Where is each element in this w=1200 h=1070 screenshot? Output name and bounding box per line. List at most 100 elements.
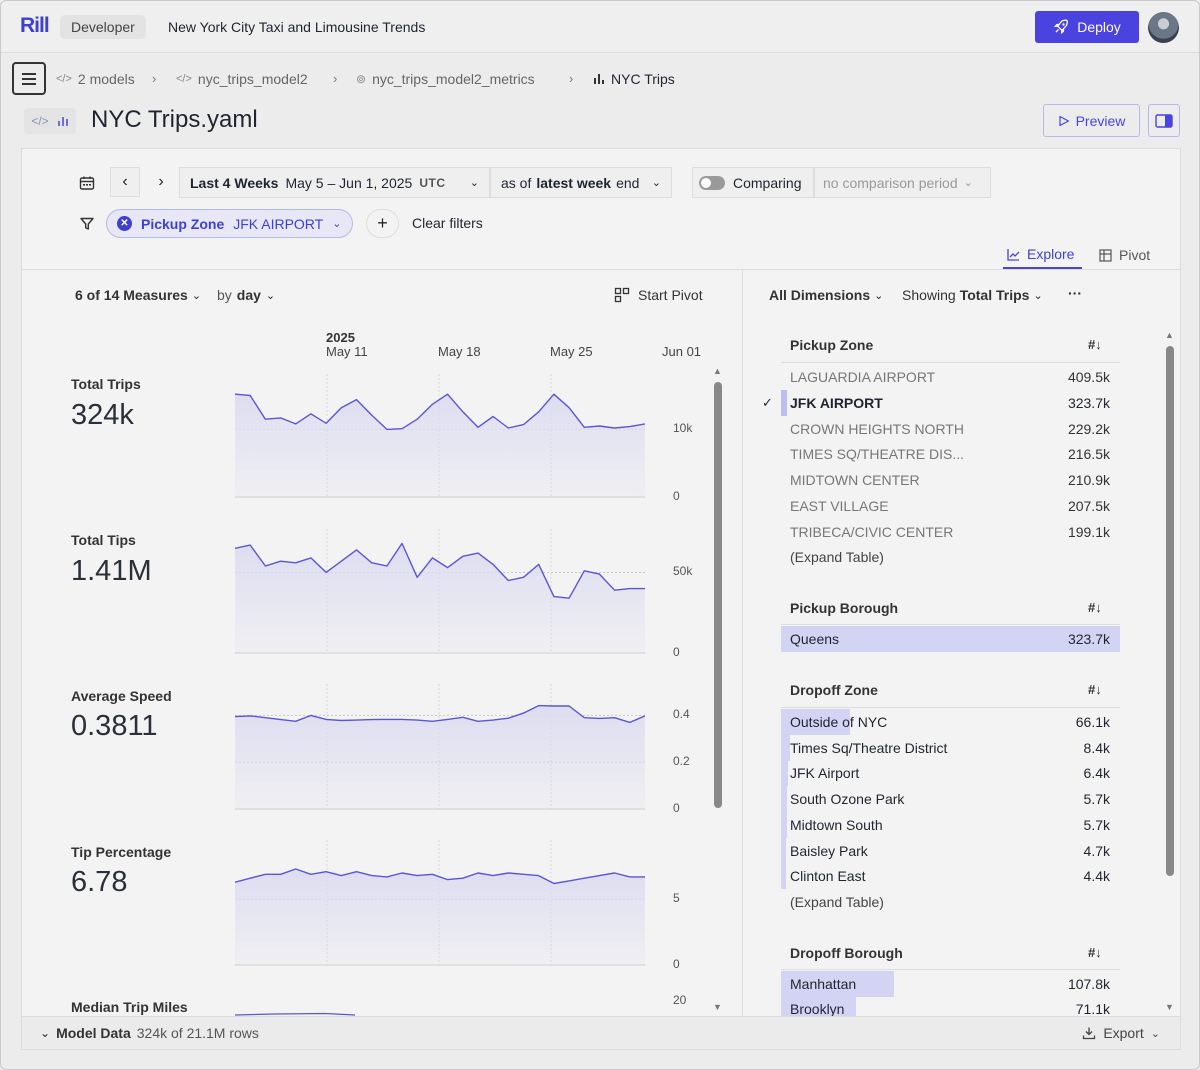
leaderboard-row[interactable]: TRIBECA/CIVIC CENTER 199.1k [781, 519, 1120, 545]
leaderboard-row[interactable]: Midtown South 5.7k [781, 812, 1120, 838]
row-value: 216.5k [1067, 446, 1110, 462]
export-button[interactable]: Export ⌄ [1082, 1025, 1160, 1041]
metric-value-average-speed[interactable]: 0.3811 [71, 710, 158, 742]
time-range-selector[interactable]: Last 4 Weeks May 5 – Jun 1, 2025 UTC ⌄ [179, 167, 490, 198]
pivot-icon [1099, 248, 1112, 262]
breadcrumb-model-label: nyc_trips_model2 [197, 71, 308, 87]
chart-average-speed[interactable] [235, 680, 645, 810]
row-label: Brooklyn [790, 1001, 845, 1016]
chart-tip-percentage[interactable] [235, 836, 645, 966]
expand-table-link[interactable]: (Expand Table) [781, 544, 1120, 570]
scroll-down-icon[interactable]: ▼ [1165, 1002, 1174, 1012]
scroll-up-icon[interactable]: ▲ [1165, 330, 1174, 340]
clear-filters-button[interactable]: Clear filters [412, 215, 483, 231]
comparison-period-selector[interactable]: no comparison period ⌄ [814, 167, 991, 198]
rill-logo[interactable]: Rill [20, 14, 50, 37]
chart-view-icon[interactable] [57, 115, 69, 127]
row-label: Outside of NYC [790, 714, 888, 730]
row-label: South Ozone Park [790, 791, 905, 807]
model-data-toggle[interactable]: ⌄ Model Data 324k of 21.1M rows [40, 1025, 259, 1041]
expand-label: (Expand Table) [790, 894, 884, 910]
code-view-icon[interactable]: </> [31, 114, 49, 128]
tab-pivot[interactable]: Pivot [1099, 241, 1150, 269]
metric-value-total-tips[interactable]: 1.41M [71, 555, 152, 587]
leaderboard-title-dropoff-zone[interactable]: Dropoff Zone [790, 682, 878, 698]
more-options-icon[interactable]: ··· [1068, 285, 1082, 301]
add-filter-button[interactable]: + [366, 209, 399, 238]
toggle-switch[interactable] [699, 175, 725, 190]
project-title[interactable]: New York City Taxi and Limousine Trends [168, 19, 426, 35]
filter-chip-pickup-zone[interactable]: ✕ Pickup Zone JFK AIRPORT ⌄ [106, 209, 353, 238]
scrollbar-thumb[interactable] [1166, 346, 1174, 876]
check-icon: ✓ [762, 395, 773, 410]
code-icon: </> [56, 73, 72, 85]
next-period-button[interactable]: › [146, 167, 176, 197]
leaderboard-measure-selector[interactable]: Showing Total Trips ⌄ [902, 287, 1043, 303]
previous-period-button[interactable]: ‹ [110, 167, 140, 197]
leaderboard-row[interactable]: JFK Airport 6.4k [781, 760, 1120, 786]
sort-icon[interactable]: #↓ [1088, 337, 1102, 352]
sort-icon[interactable]: #↓ [1088, 945, 1102, 960]
leaderboard-row[interactable]: CROWN HEIGHTS NORTH 229.2k [781, 416, 1120, 442]
sort-icon[interactable]: #↓ [1088, 682, 1102, 697]
chart-median-trip-miles[interactable] [235, 1010, 645, 1016]
leaderboard-row[interactable]: EAST VILLAGE 207.5k [781, 493, 1120, 519]
expand-table-link[interactable]: (Expand Table) [781, 889, 1120, 915]
dimensions-selector[interactable]: All Dimensions ⌄ [769, 287, 883, 303]
leaderboard-row[interactable]: Outside of NYC 66.1k [781, 709, 1120, 735]
preview-button[interactable]: Preview [1043, 104, 1140, 137]
chevron-down-icon: ⌄ [265, 289, 276, 302]
leaderboard-row[interactable]: Brooklyn 71.1k [781, 997, 1120, 1016]
row-label: LAGUARDIA AIRPORT [790, 369, 936, 385]
row-value: 207.5k [1067, 498, 1110, 514]
breadcrumb-metrics[interactable]: ⊚ nyc_trips_model2_metrics [356, 71, 535, 87]
leaderboard-title-pickup-zone[interactable]: Pickup Zone [790, 337, 874, 353]
time-grain-selector[interactable]: by day ⌄ [217, 287, 275, 303]
series-line [235, 393, 645, 431]
file-title[interactable]: NYC Trips.yaml [91, 106, 258, 133]
chart-total-trips[interactable] [235, 370, 645, 500]
leaderboard-row[interactable]: Clinton East 4.4k [781, 863, 1120, 889]
leaderboard-row[interactable]: Queens 323.7k [781, 626, 1120, 652]
metric-value-total-trips[interactable]: 324k [71, 399, 134, 431]
measures-selector[interactable]: 6 of 14 Measures ⌄ [75, 287, 201, 303]
chart-total-tips[interactable] [235, 525, 645, 655]
user-avatar[interactable] [1148, 12, 1179, 43]
leaderboard-row[interactable]: TIMES SQ/THEATRE DIS... 216.5k [781, 441, 1120, 467]
leaderboard-row[interactable]: Manhattan 107.8k [781, 971, 1120, 997]
leaderboard-title-pickup-borough[interactable]: Pickup Borough [790, 600, 899, 616]
leaderboard-row[interactable]: MIDTOWN CENTER 210.9k [781, 467, 1120, 493]
divider [781, 624, 1120, 625]
start-pivot-button[interactable]: Start Pivot [614, 287, 703, 303]
leaderboard-row[interactable]: Baisley Park 4.7k [781, 838, 1120, 864]
row-label: TIMES SQ/THEATRE DIS... [790, 446, 964, 462]
scroll-up-icon[interactable]: ▲ [713, 366, 722, 376]
remove-filter-icon[interactable]: ✕ [117, 216, 132, 231]
view-mode-switch[interactable]: </> [24, 108, 76, 134]
breadcrumb-models[interactable]: </> 2 models [56, 71, 135, 87]
leaderboard-row[interactable]: Times Sq/Theatre District 8.4k [781, 735, 1120, 761]
scroll-down-icon[interactable]: ▼ [713, 1002, 722, 1012]
comparing-label: Comparing [733, 174, 802, 191]
metric-value-tip-percentage[interactable]: 6.78 [71, 866, 128, 898]
comparison-toggle[interactable]: Comparing [692, 167, 814, 198]
breadcrumb-model[interactable]: </> nyc_trips_model2 [176, 71, 308, 87]
time-range-dates: May 5 – Jun 1, 2025 [285, 174, 413, 191]
leaderboard-row[interactable]: LAGUARDIA AIRPORT 409.5k [781, 364, 1120, 390]
leaderboard-title-dropoff-borough[interactable]: Dropoff Borough [790, 945, 903, 961]
inspector-toggle-button[interactable] [1148, 104, 1180, 137]
sidebar-toggle-button[interactable] [12, 62, 46, 95]
org-switcher[interactable]: Developer [60, 15, 146, 39]
as-of-selector[interactable]: as of latest week end ⌄ [490, 167, 672, 198]
y-tick-label: 0 [673, 489, 680, 503]
leaderboard-row[interactable]: JFK AIRPORT 323.7k [781, 390, 1120, 416]
share-bar [781, 786, 788, 812]
scrollbar-thumb[interactable] [714, 382, 722, 808]
sort-icon[interactable]: #↓ [1088, 600, 1102, 615]
leaderboard-row[interactable]: South Ozone Park 5.7k [781, 786, 1120, 812]
deploy-button[interactable]: Deploy [1035, 11, 1139, 43]
calendar-icon[interactable] [79, 175, 95, 191]
expand-label: (Expand Table) [790, 549, 884, 565]
tab-explore[interactable]: Explore [1003, 241, 1082, 269]
breadcrumb-dashboard[interactable]: NYC Trips [593, 71, 675, 87]
